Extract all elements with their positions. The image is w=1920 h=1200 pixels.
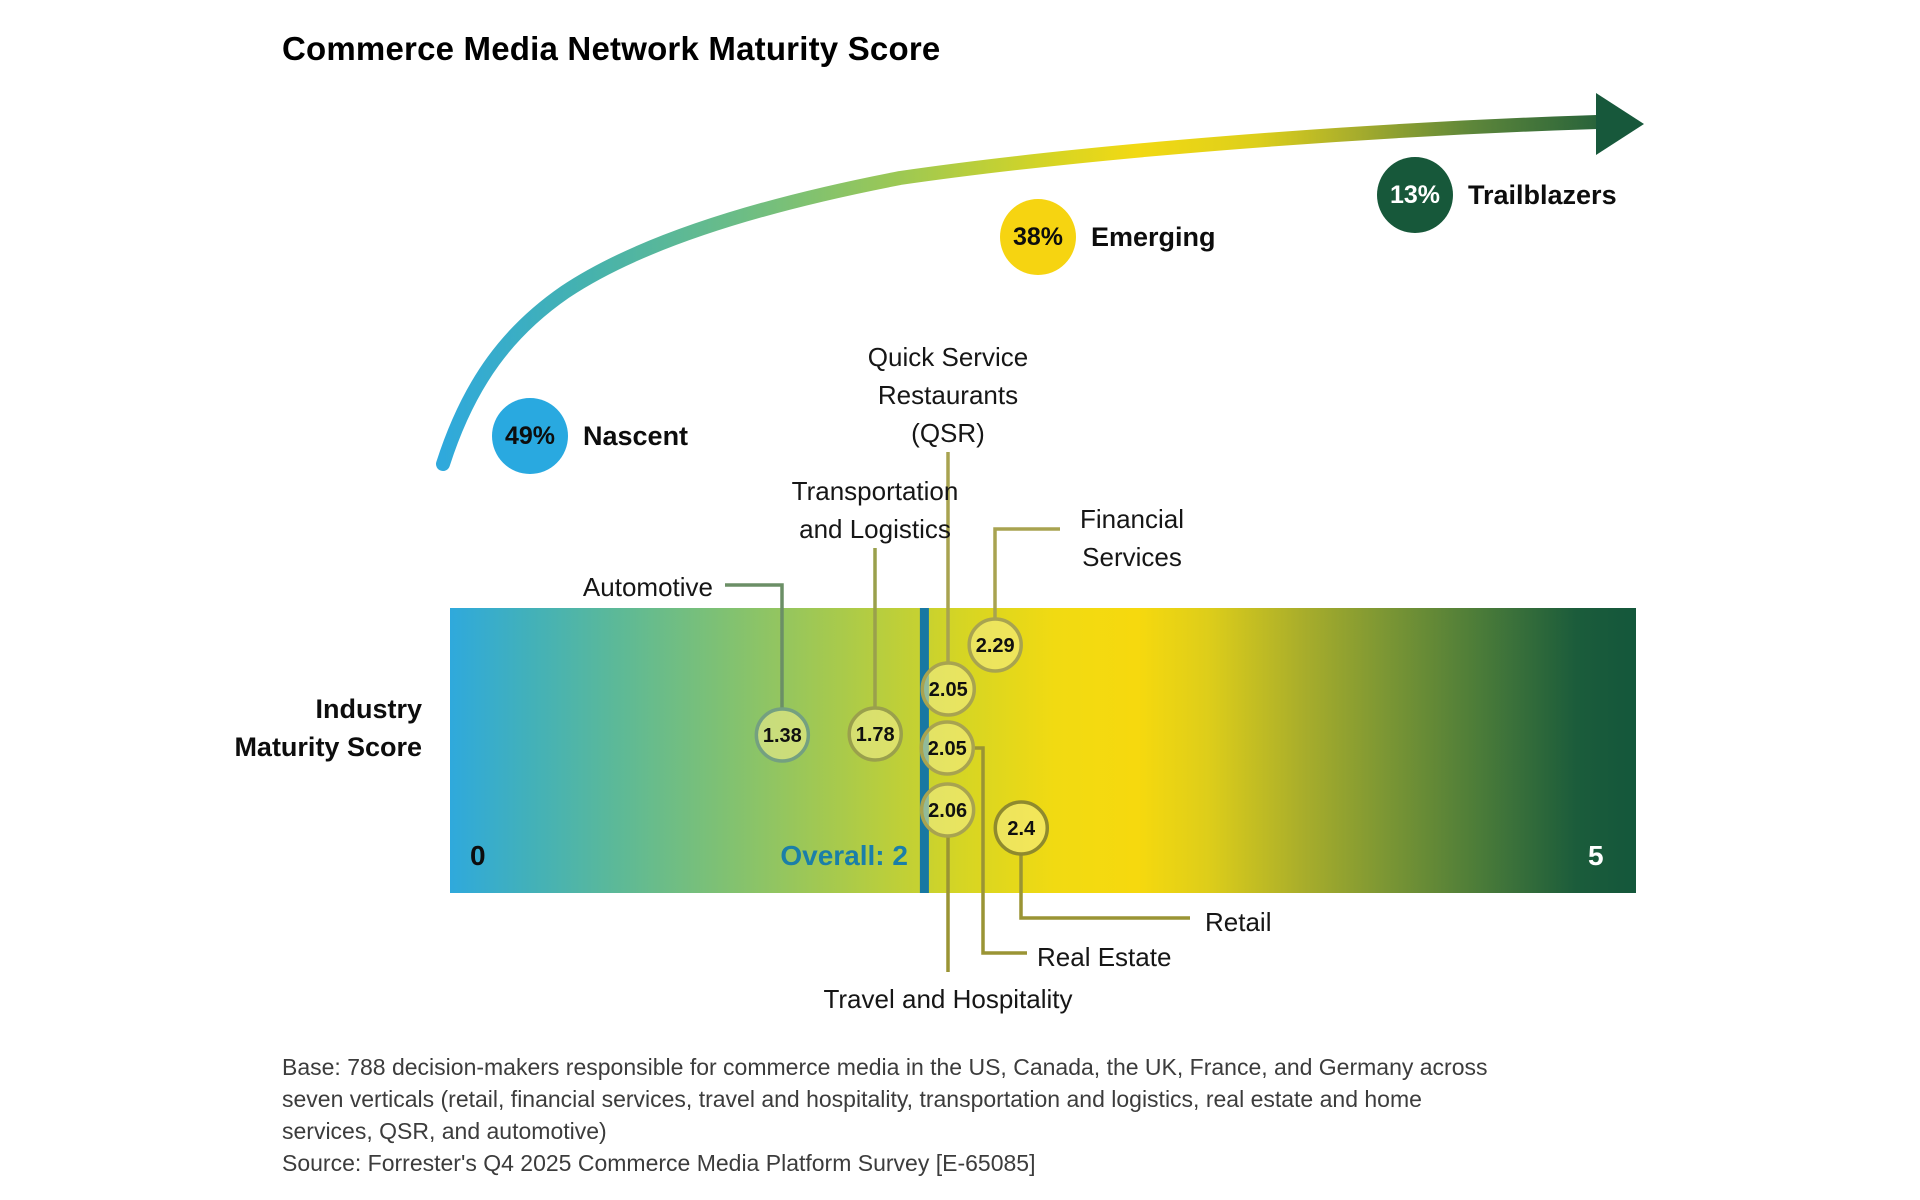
stage-label: Nascent [583,420,689,451]
bar-max-label: 5 [1588,840,1604,871]
footnote-base-line: services, QSR, and automotive) [282,1118,607,1144]
footnote-base-line: Base: 788 decision-makers responsible fo… [282,1054,1488,1080]
curve-arrowhead-icon [1596,93,1644,155]
stage-bubble-trailblazers: 13% Trailblazers [1377,157,1617,233]
leader-line [993,527,1060,620]
footnote: Base: 788 decision-makers responsible fo… [282,1051,1488,1179]
vertical-label-retail: Retail [1205,907,1272,937]
vertical-label-automotive: Automotive [582,572,713,602]
vertical-label-qsr: Quick Service Restaurants (QSR) [867,342,1029,448]
stage-pct-circle: 38% [1000,199,1076,275]
maturity-gradient-bar [450,608,1636,893]
stage-bubble-nascent: 49% Nascent [492,398,688,474]
page-title: Commerce Media Network Maturity Score [282,30,941,67]
vertical-label-transportation-and-logistics: Transportation and Logistics [791,476,959,544]
stage-label: Emerging [1091,221,1216,252]
industry-maturity-score-axis-label: Industry Maturity Score [234,694,422,762]
stage-pct-circle: 49% [492,398,568,474]
bar-min-label: 0 [470,840,486,871]
stage-label: Trailblazers [1468,179,1617,210]
vertical-label-travel-and-hospitality: Travel and Hospitality [823,984,1073,1014]
overall-score-label: Overall: 2 [780,840,908,871]
stage-pct-circle: 13% [1377,157,1453,233]
stage-bubble-emerging: 38% Emerging [1000,199,1216,275]
footnote-base-line: seven verticals (retail, financial servi… [282,1086,1422,1112]
vertical-label-real-estate: Real Estate [1037,942,1172,972]
footnote-source: Source: Forrester's Q4 2025 Commerce Med… [282,1150,1036,1176]
vertical-label-financial-services: Financial Services [1079,504,1185,572]
